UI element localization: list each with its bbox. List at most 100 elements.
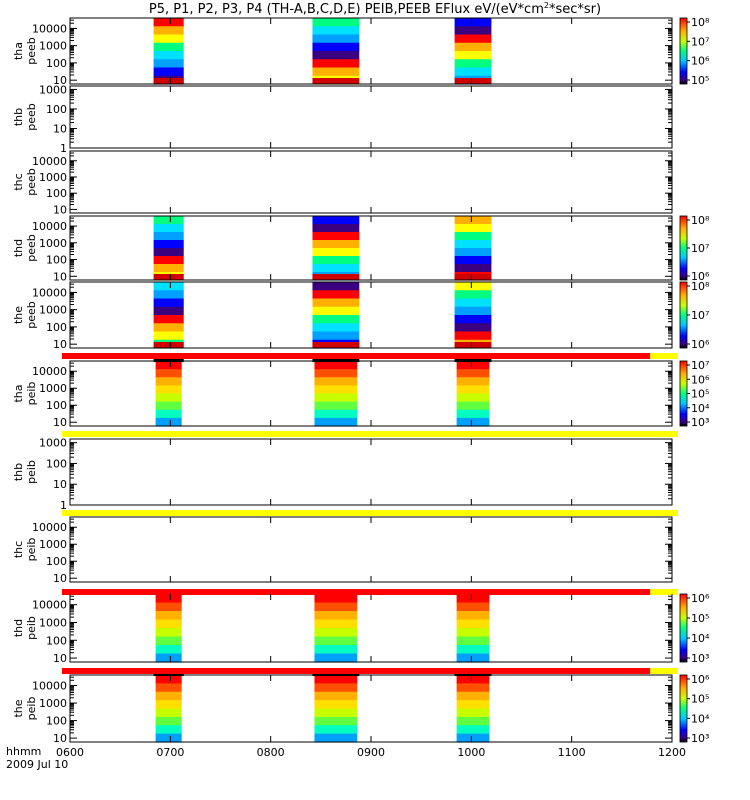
status-segment xyxy=(650,668,678,674)
spectrogram-band xyxy=(454,51,492,60)
spectrogram-band xyxy=(155,393,182,403)
status-segment xyxy=(650,589,678,595)
spectrogram-band xyxy=(314,653,358,663)
spectrogram-band xyxy=(454,282,492,291)
chart-title: P5, P1, P2, P3, P4 (TH-A,B,C,D,E) PEIB,P… xyxy=(149,1,601,17)
colorbar-label: 10³ xyxy=(691,732,709,745)
spectrogram-band xyxy=(454,274,492,280)
spectrogram-band xyxy=(155,636,182,646)
panel-thepeeb: 10 100 1000 10000 the peeb 10⁶ 10⁷ 10⁸ xyxy=(12,280,710,351)
ytick-label: 100 xyxy=(46,715,67,728)
spectrogram-band xyxy=(454,67,492,77)
spectrogram-band xyxy=(454,331,492,341)
spectrogram-band xyxy=(312,26,360,36)
spectrogram-band xyxy=(314,636,358,646)
ytick-label: 1000 xyxy=(39,304,67,317)
spectrogram-band xyxy=(155,691,182,701)
spectrogram-band xyxy=(314,611,358,621)
panel-frame xyxy=(69,516,673,583)
colorbar-label: 10⁵ xyxy=(691,612,709,625)
spectrogram-band xyxy=(153,248,184,257)
status-bar-3 xyxy=(62,510,678,516)
spectrogram-band xyxy=(153,26,184,36)
panel-label-probe: the xyxy=(12,699,25,717)
spectrogram-band xyxy=(312,306,360,316)
spectrogram-band xyxy=(155,409,182,419)
spectrogram-band xyxy=(155,369,182,378)
colorbar xyxy=(679,17,688,85)
spectrogram-band xyxy=(456,725,490,735)
panel-label-quantity: peib xyxy=(25,616,38,640)
spectrogram-band xyxy=(155,628,182,638)
spectrogram-band xyxy=(312,224,360,233)
ytick-label: 10 xyxy=(53,732,67,745)
spectrogram-band xyxy=(155,683,182,693)
spectrogram-band xyxy=(454,78,492,84)
panel-frame xyxy=(69,150,673,214)
spectrogram-band xyxy=(454,323,492,333)
spectrogram-band xyxy=(153,331,184,341)
spectrogram-band xyxy=(456,393,490,403)
spectrogram-band xyxy=(312,248,360,257)
spectrogram-band xyxy=(153,256,184,265)
spectrogram-band xyxy=(314,369,358,378)
spectrogram-band xyxy=(312,18,360,27)
ytick-label: 100 xyxy=(46,634,67,647)
spectrogram-band xyxy=(155,733,182,743)
spectrogram-band xyxy=(314,725,358,735)
ytick-label: 10 xyxy=(53,122,67,135)
spectrogram-band xyxy=(454,34,492,44)
colorbar-label: 10⁷ xyxy=(691,309,709,322)
ytick-label: 100 xyxy=(46,555,67,568)
panel-thcpeeb: 10 100 1000 10000 thc peeb xyxy=(12,150,673,216)
ytick-label: 10 xyxy=(53,270,67,283)
spectrogram-band xyxy=(314,594,358,604)
spectrogram-band xyxy=(456,409,490,419)
spectrogram-band xyxy=(454,59,492,69)
spectrogram-band xyxy=(155,675,182,684)
panel-label-probe: thc xyxy=(12,173,25,190)
spectrogram-band xyxy=(456,716,490,726)
panel-label-probe: thb xyxy=(12,108,25,126)
spectrogram-band xyxy=(153,240,184,249)
panel-label-quantity: peeb xyxy=(25,103,38,131)
colorbar xyxy=(679,215,688,281)
spectrogram-band xyxy=(456,361,490,370)
spectrogram-band xyxy=(454,240,492,249)
ytick-label: 10000 xyxy=(32,286,67,299)
spectrogram-band xyxy=(314,377,358,386)
spectrogram-band xyxy=(454,256,492,265)
spectrogram-band xyxy=(153,51,184,60)
colorbar-label: 10⁸ xyxy=(691,280,710,293)
panel-thapeeb: 10 100 1000 10000 tha peeb 10⁵ 10⁶ 10⁷ 10⁸ xyxy=(12,16,710,87)
spectrogram-band xyxy=(314,716,358,726)
status-bar-2 xyxy=(62,431,678,437)
ytick-label: 10 xyxy=(53,478,67,491)
spectrogram-band xyxy=(454,216,492,225)
spectrogram-band xyxy=(314,691,358,701)
ytick-label: 1000 xyxy=(39,437,67,450)
spectrogram-band xyxy=(456,417,490,427)
spectrogram-band xyxy=(314,417,358,427)
ytick-label: 10 xyxy=(53,652,67,665)
spectrogram-band xyxy=(314,628,358,638)
ytick-label: 10000 xyxy=(32,365,67,378)
spectrogram-band xyxy=(155,708,182,718)
panel-label-quantity: peib xyxy=(25,460,38,484)
status-bar-1 xyxy=(62,353,678,359)
panel-thdpeib: 10 100 1000 10000 thd peib 10³ 10⁴ 10⁵ 10⁶ xyxy=(12,592,710,665)
spectrogram-band xyxy=(312,274,360,280)
panel-thepeib: 10 100 1000 10000 the peib 10³ 10⁴ 10⁵ 10⁶ xyxy=(12,673,710,745)
spectrogram-band xyxy=(456,602,490,612)
spectrogram-band xyxy=(153,274,184,280)
status-segment xyxy=(650,353,678,359)
spectrogram-band xyxy=(312,232,360,241)
colorbar-label: 10⁶ xyxy=(691,592,710,605)
spectrogram-band xyxy=(456,628,490,638)
panel-label-probe: thc xyxy=(12,541,25,558)
ytick-label: 1000 xyxy=(39,538,67,551)
spectrogram-band xyxy=(155,700,182,710)
spectrogram-band xyxy=(314,619,358,629)
spectrogram-band xyxy=(456,700,490,710)
